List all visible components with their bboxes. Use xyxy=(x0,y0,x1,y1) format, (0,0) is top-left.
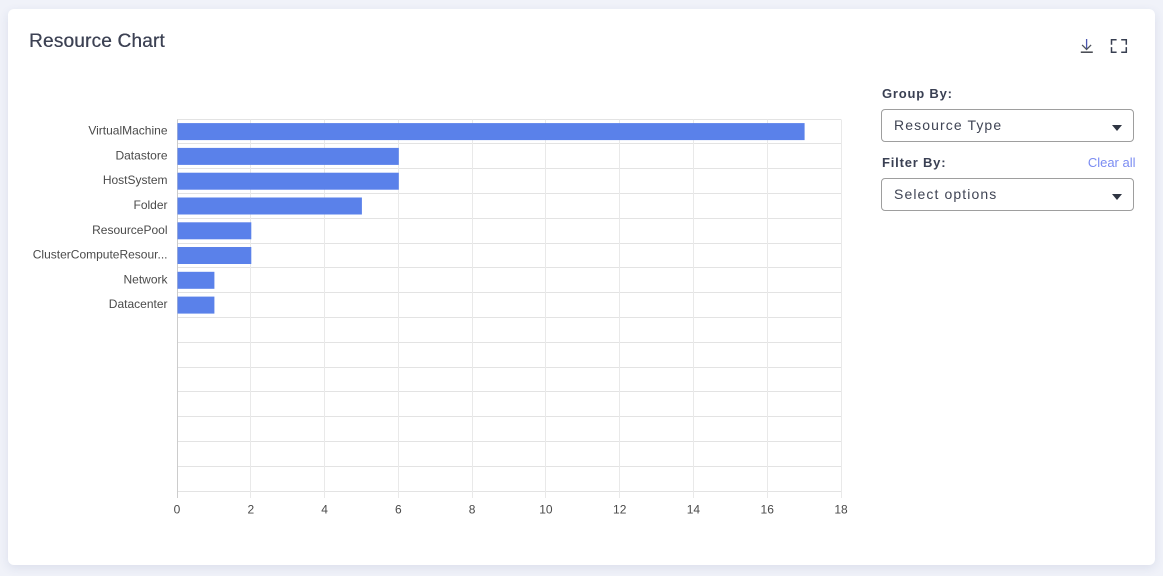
svg-text:10: 10 xyxy=(539,503,553,517)
svg-text:16: 16 xyxy=(761,503,775,517)
svg-text:Datastore: Datastore xyxy=(115,148,167,162)
svg-text:6: 6 xyxy=(395,503,402,517)
svg-text:0: 0 xyxy=(174,503,181,517)
svg-text:HostSystem: HostSystem xyxy=(103,173,168,187)
svg-text:VirtualMachine: VirtualMachine xyxy=(88,124,167,138)
svg-text:ResourcePool: ResourcePool xyxy=(92,223,167,237)
svg-text:12: 12 xyxy=(613,503,627,517)
svg-text:4: 4 xyxy=(321,503,328,517)
svg-text:Folder: Folder xyxy=(133,198,167,212)
svg-text:Network: Network xyxy=(123,272,168,286)
svg-text:14: 14 xyxy=(687,503,701,517)
svg-text:18: 18 xyxy=(834,503,848,517)
svg-text:8: 8 xyxy=(469,503,476,517)
svg-text:Datacenter: Datacenter xyxy=(109,297,168,311)
svg-text:ClusterComputeResour...: ClusterComputeResour... xyxy=(33,248,168,262)
svg-text:2: 2 xyxy=(247,503,254,517)
